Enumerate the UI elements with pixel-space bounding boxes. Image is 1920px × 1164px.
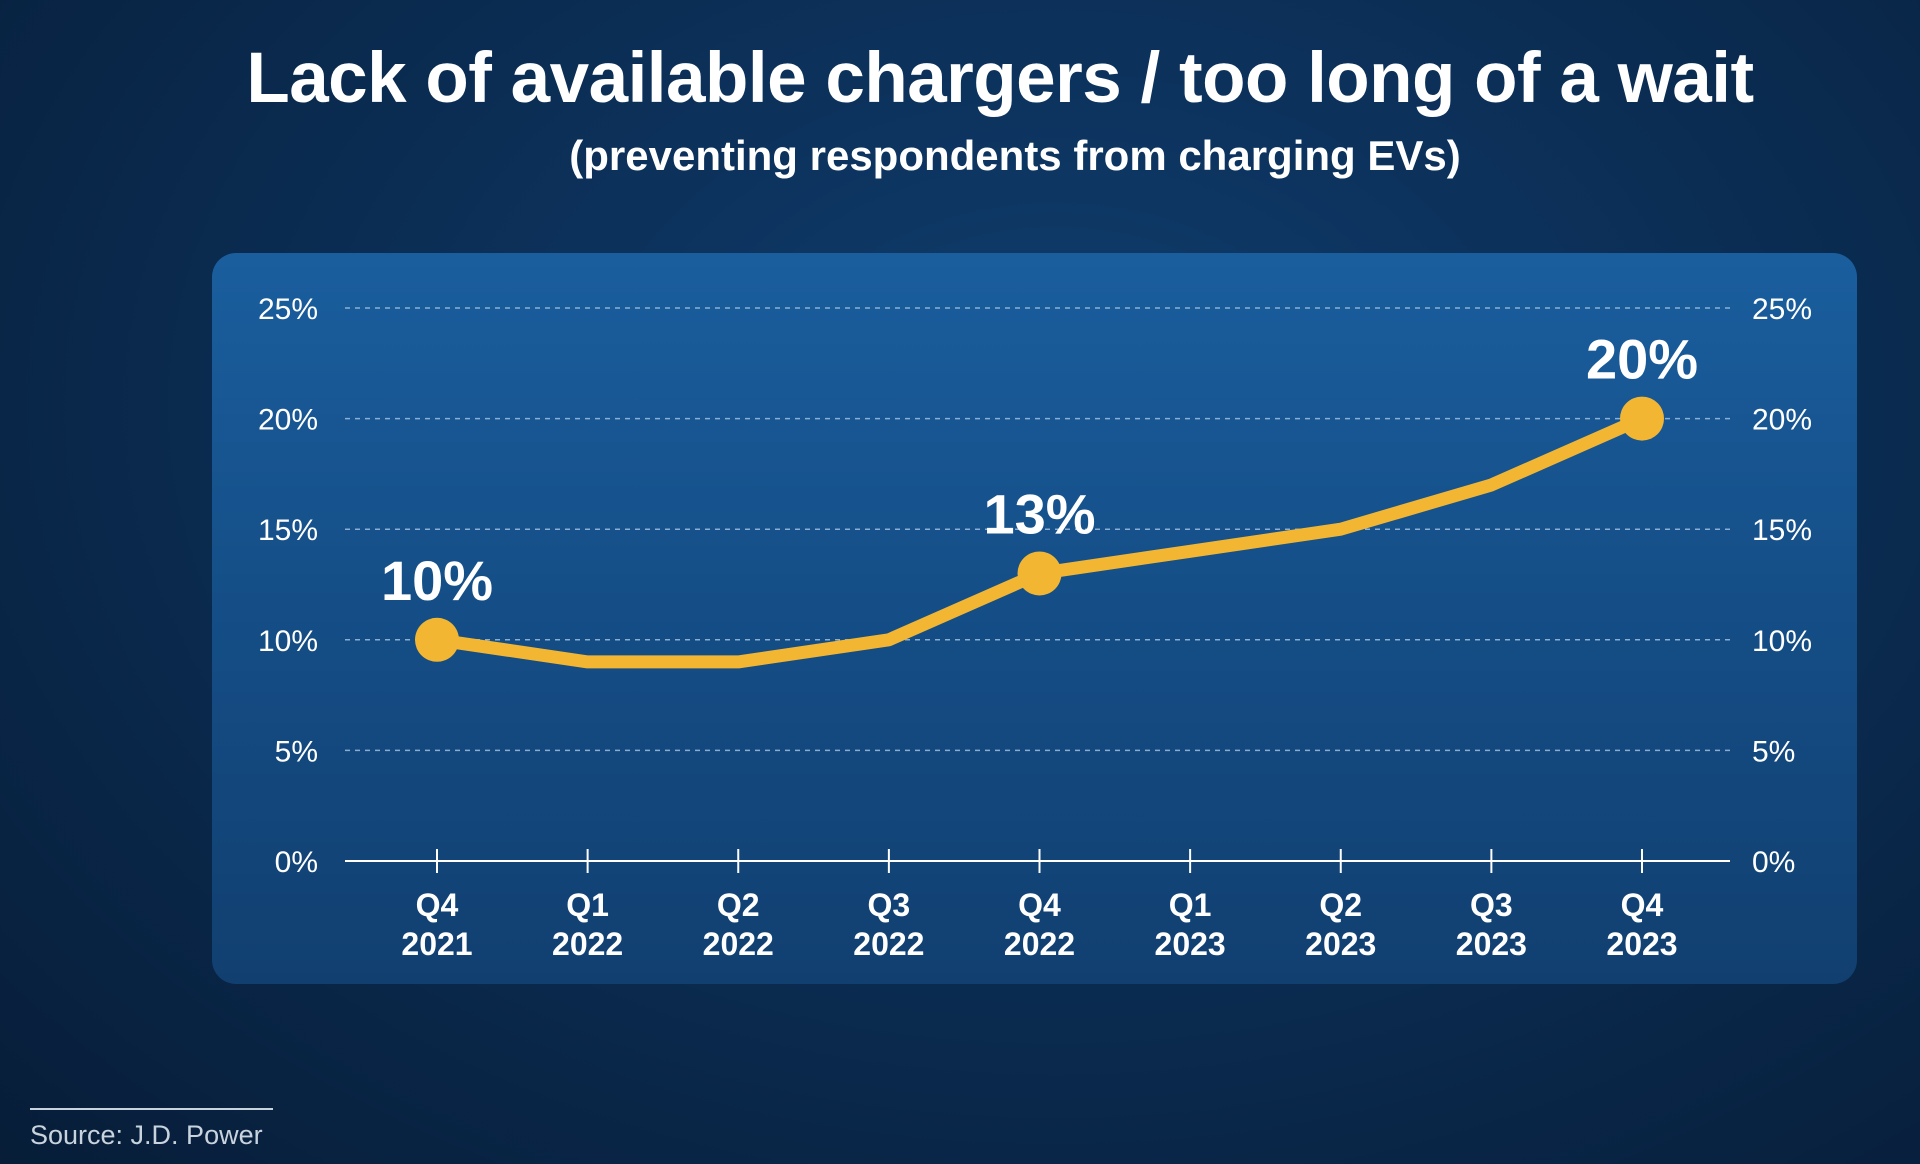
y-tick-label-left: 25%: [258, 293, 318, 326]
y-tick-label-left: 20%: [258, 404, 318, 437]
data-label: 10%: [381, 549, 493, 612]
y-tick-label-left: 0%: [275, 846, 318, 879]
x-tick-label-year: 2023: [1456, 926, 1527, 962]
chart-subtitle: (preventing respondents from charging EV…: [569, 132, 1461, 179]
y-tick-label-right: 20%: [1752, 404, 1812, 437]
x-tick-label-quarter: Q4: [416, 887, 459, 923]
data-point-marker: [1017, 551, 1062, 596]
y-tick-label-right: 0%: [1752, 846, 1795, 879]
x-tick-label-quarter: Q1: [1169, 887, 1212, 923]
x-tick-label-quarter: Q2: [1319, 887, 1362, 923]
y-tick-label-right: 25%: [1752, 293, 1812, 326]
x-tick-label-year: 2023: [1155, 926, 1226, 962]
data-point-marker: [415, 617, 459, 662]
y-tick-label-right: 10%: [1752, 625, 1812, 658]
x-tick-label-quarter: Q1: [566, 887, 609, 923]
x-tick-label-year: 2023: [1305, 926, 1376, 962]
y-tick-label-left: 5%: [275, 735, 318, 768]
x-tick-label-quarter: Q4: [1621, 887, 1664, 923]
data-point-marker: [1620, 396, 1664, 441]
data-label: 20%: [1586, 328, 1698, 391]
x-tick-label-year: 2022: [853, 926, 924, 962]
x-tick-label-quarter: Q3: [868, 887, 911, 923]
x-tick-label-quarter: Q2: [717, 887, 760, 923]
x-tick-label-quarter: Q3: [1470, 887, 1513, 923]
x-tick-label-year: 2022: [1004, 926, 1075, 962]
source-divider: [30, 1108, 273, 1110]
chart-title: Lack of available chargers / too long of…: [246, 39, 1754, 118]
y-tick-label-left: 10%: [258, 625, 318, 658]
y-tick-label-right: 15%: [1752, 514, 1812, 547]
x-tick-label-year: 2021: [401, 926, 472, 962]
x-tick-label-year: 2022: [552, 926, 623, 962]
data-label: 13%: [983, 482, 1095, 545]
x-tick-label-year: 2023: [1606, 926, 1677, 962]
source-note: Source: J.D. Power: [30, 1120, 263, 1150]
chart-panel: [212, 253, 1857, 984]
x-tick-label-quarter: Q4: [1018, 887, 1061, 923]
x-tick-label-year: 2022: [703, 926, 774, 962]
y-tick-label-left: 15%: [258, 514, 318, 547]
y-tick-label-right: 5%: [1752, 735, 1795, 768]
